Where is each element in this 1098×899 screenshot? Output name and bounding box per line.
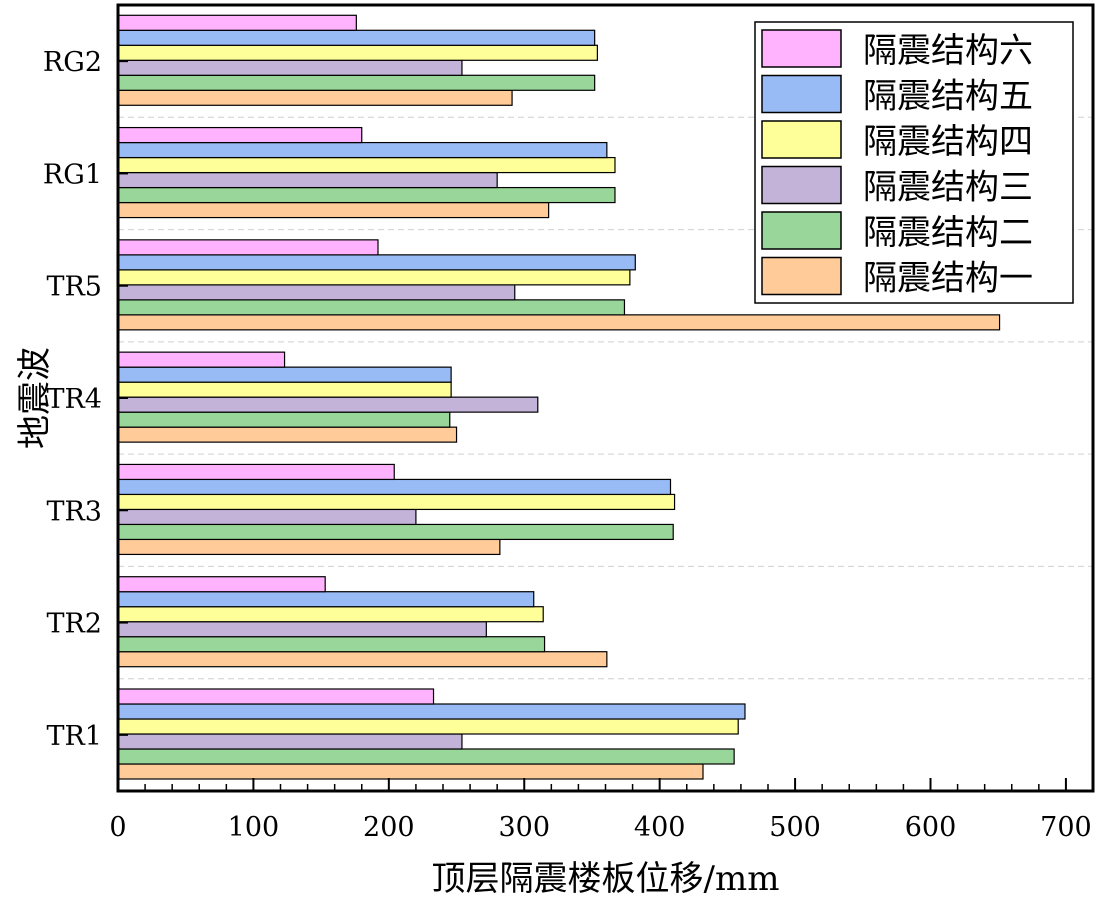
bar-tr1-series-6 [117,688,435,705]
legend-label: 隔震结构六 [863,31,1033,71]
legend-swatch [761,165,842,205]
legend-box [754,21,1074,304]
bar-tr4-series-4 [117,381,452,398]
bar-tr5-series-3 [117,284,516,301]
x-axis-title: 顶层隔震楼板位移/mm [432,859,780,899]
bar-tr4-series-6 [117,351,286,368]
x-tick-label: 500 [769,812,821,843]
bar-tr4-series-2 [117,411,451,428]
x-tick-label: 400 [634,812,686,843]
bar-rg2-series-1 [117,89,513,106]
y-tick-label-tr2: TR2 [46,609,102,640]
bar-rg2-series-3 [117,59,463,76]
bar-tr2-series-4 [117,606,544,623]
x-tick-label: 100 [228,812,280,843]
legend-swatch [761,120,842,159]
y-tick-label-tr4: TR4 [46,384,102,415]
bar-tr2-series-6 [117,576,326,593]
bar-rg2-series-4 [117,44,598,61]
bar-tr1-series-3 [117,733,463,750]
bar-tr2-series-5 [117,591,535,608]
bar-tr1-series-5 [117,703,746,720]
bar-tr3-series-3 [117,508,417,526]
legend-label: 隔震结构二 [863,213,1033,253]
legend-label: 隔震结构三 [863,168,1033,208]
bar-tr3-series-5 [117,478,672,496]
bar-tr4-series-5 [117,366,452,383]
bar-rg1-series-1 [117,201,550,219]
y-axis: TR1 TR2 TR3 TR4 TR5 RG1 RG2 [43,47,128,752]
bar-rg1-series-4 [117,156,616,174]
bar-tr1-series-2 [117,748,735,765]
bar-tr3-series-6 [117,463,395,481]
bar-rg1-series-3 [117,171,498,189]
bar-tr3-series-2 [117,523,674,541]
bar-tr2-series-1 [117,651,608,668]
legend-label: 隔震结构一 [863,259,1033,299]
y-axis-title: 地震波 [15,347,55,449]
bar-tr1-series-1 [117,763,704,780]
bar-tr5-series-5 [117,254,636,271]
x-axis: 0 100 200 300 400 500 600 700 [109,778,1092,843]
bar-tr5-series-1 [117,314,1001,331]
bar-tr5-series-6 [117,239,379,256]
bar-rg1-series-2 [117,186,616,204]
bar-tr2-series-3 [117,621,487,638]
legend-label: 隔震结构四 [863,122,1033,162]
y-tick-label-tr3: TR3 [46,496,102,527]
y-tick-label-tr1: TR1 [46,721,102,752]
bar-tr1-series-4 [117,718,739,735]
bar-tr5-series-2 [117,299,626,316]
y-tick-label-rg2: RG2 [43,47,102,78]
x-tick-label: 700 [1040,812,1092,843]
x-tick-label: 300 [498,812,550,843]
y-tick-label-tr5: TR5 [46,272,102,303]
legend-label: 隔震结构五 [863,77,1033,117]
bar-rg2-series-5 [117,29,596,46]
bar-rg2-series-6 [117,14,357,31]
legend-swatch [761,211,842,250]
y-tick-label-rg1: RG1 [43,159,102,190]
bar-rg1-series-5 [117,141,608,159]
legend-swatch [761,29,842,68]
bar-tr4-series-1 [117,426,458,443]
x-tick-label: 600 [905,812,957,843]
bar-rg2-series-2 [117,74,596,91]
bar-tr5-series-4 [117,269,631,286]
x-tick-label: 0 [109,812,126,843]
bar-rg1-series-6 [117,126,363,144]
bars-layer [117,14,1001,780]
bar-tr4-series-3 [117,396,539,413]
bar-tr3-series-1 [117,538,501,556]
legend-swatch [761,74,842,114]
legend-swatch [761,256,842,296]
bar-tr3-series-4 [117,493,676,511]
x-tick-label: 200 [363,812,415,843]
bar-tr2-series-2 [117,636,546,653]
